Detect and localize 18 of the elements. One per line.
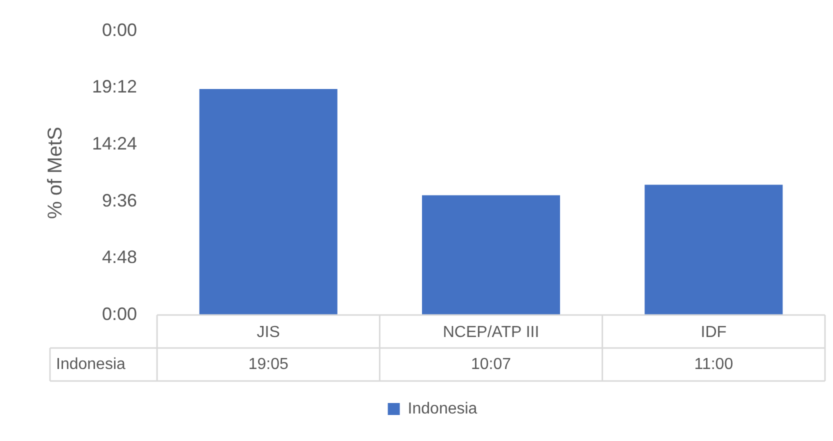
- data-label: 10:07: [471, 356, 512, 373]
- y-tick-label: 0:00: [102, 304, 138, 324]
- bar: [199, 89, 338, 315]
- y-tick-label: 14:24: [92, 133, 138, 154]
- data-label: 19:05: [248, 356, 288, 373]
- y-axis-title: % of MetS: [44, 126, 67, 220]
- bar: [422, 195, 560, 315]
- bar: [644, 184, 783, 315]
- x-tick-label: IDF: [700, 324, 727, 342]
- x-tick-label: JIS: [256, 324, 280, 342]
- x-tick-label: NCEP/ATP III: [442, 324, 540, 342]
- y-tick-label: 0:00: [102, 20, 138, 40]
- y-tick-label: 19:12: [92, 76, 138, 97]
- legend-label: Indonesia: [408, 400, 478, 418]
- y-tick-label: 4:48: [102, 247, 138, 268]
- data-label: 11:00: [694, 356, 734, 373]
- y-tick-label: 9:36: [102, 190, 138, 210]
- text: Indonesia: [56, 356, 126, 373]
